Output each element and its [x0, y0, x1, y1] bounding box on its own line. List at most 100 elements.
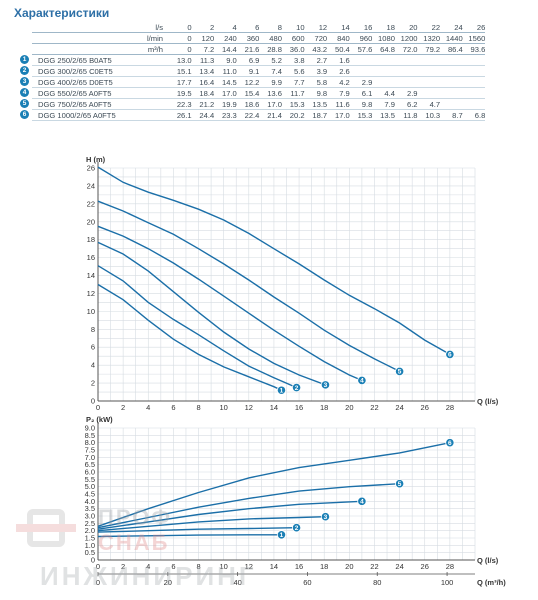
curve-badge-circle [394, 479, 405, 489]
head-value [394, 65, 418, 77]
y-axis-label: H (m) [86, 155, 106, 164]
x2-tick-label: 80 [373, 578, 381, 587]
x-tick-label: 26 [421, 403, 429, 412]
watermark-text: ПРОФ [98, 505, 172, 530]
x2-tick-label: 100 [441, 578, 454, 587]
head-value [440, 76, 463, 88]
y-tick-label: 1.0 [85, 541, 95, 550]
curve-badge-6: 6 [445, 349, 455, 359]
x-tick-label: 16 [295, 403, 303, 412]
flow-value: 2 [191, 22, 215, 33]
flow-value: 600 [281, 32, 305, 44]
flow-value: 86.4 [440, 43, 463, 55]
curve-badge-4: 4 [357, 375, 367, 385]
flow-value: 16 [349, 22, 373, 33]
head-value: 5.6 [281, 65, 305, 77]
curve-badge-label: 2 [295, 525, 299, 532]
curve-badge-3: 3 [320, 512, 331, 522]
head-value [417, 76, 441, 88]
head-value: 21.4 [259, 109, 282, 121]
y-tick-label: 8.0 [85, 438, 95, 447]
x-tick-label: 0 [96, 562, 100, 571]
unit-label: l/min [32, 32, 169, 44]
head-value: 26.1 [169, 109, 192, 121]
model-name: DGG 750/2/65 A0FT5 [38, 99, 112, 109]
head-value: 6.8 [462, 109, 486, 121]
flow-value: 1440 [440, 32, 463, 44]
y-tick-label: 10 [87, 307, 95, 316]
head-value: 19.5 [169, 87, 192, 99]
flow-value: 1200 [394, 32, 418, 44]
head-value: 19.9 [214, 98, 237, 110]
head-value: 12.2 [236, 76, 260, 88]
flow-header-row: m³/h 0 7.2 14.4 21.6 28.8 36.0 43.2 50.4 57.6 64.8… [32, 43, 486, 55]
head-value: 11.8 [394, 109, 418, 121]
head-value: 6.1 [349, 87, 373, 99]
head-value: 2.9 [349, 76, 373, 88]
x-tick-label: 22 [370, 562, 378, 571]
y-tick-label: 4.0 [85, 497, 95, 506]
head-value: 11.7 [281, 87, 305, 99]
head-value: 24.4 [191, 109, 215, 121]
watermark-cross-bar [16, 524, 76, 532]
curve-1 [97, 534, 282, 538]
flow-value: 6 [236, 22, 260, 33]
x-tick-label: 28 [446, 562, 454, 571]
flow-value: 840 [327, 32, 350, 44]
model-name: DGG 250/2/65 B0AT5 [38, 55, 112, 65]
curve-badge-label: 4 [360, 499, 364, 506]
model-name: DGG 300/2/65 C0ET5 [38, 66, 113, 76]
head-value: 3.8 [281, 54, 305, 66]
head-value [349, 54, 373, 66]
x2-tick-label: 60 [303, 578, 311, 587]
curve-2 [97, 527, 297, 533]
head-value [462, 76, 486, 88]
head-value [372, 76, 395, 88]
curve-2 [97, 265, 297, 389]
curve-badge-2: 2 [291, 523, 302, 533]
head-value [349, 65, 373, 77]
head-value: 2.7 [304, 54, 328, 66]
curve-badge-2: 2 [291, 382, 302, 393]
curve-3 [97, 516, 326, 532]
x-tick-label: 20 [345, 403, 353, 412]
head-value: 6.2 [394, 98, 418, 110]
performance-table: l/s 0 2 4 6 8 10 12 14 16 18 20 22 24 26 l/min 0 120 240 36… [20, 22, 486, 121]
flow-value: 4 [214, 22, 237, 33]
head-value: 5.2 [259, 54, 282, 66]
flow-value: 43.2 [304, 43, 328, 55]
flow-value: 21.6 [236, 43, 260, 55]
y-tick-label: 3.5 [85, 504, 95, 513]
head-value: 7.9 [372, 98, 395, 110]
head-value [372, 65, 395, 77]
x-tick-label: 18 [320, 403, 328, 412]
flow-value: 22 [417, 22, 441, 33]
y-tick-label: 4.5 [85, 490, 95, 499]
head-value: 9.1 [236, 65, 260, 77]
x-tick-label: 24 [395, 562, 403, 571]
head-value: 13.6 [259, 87, 282, 99]
flow-value: 14 [327, 22, 350, 33]
unit-label: l/s [32, 22, 169, 33]
x-tick-label: 10 [219, 403, 227, 412]
curve-badge-5: 5 [394, 479, 405, 489]
y-tick-label: 16 [87, 253, 95, 262]
x-tick-label: 22 [370, 403, 378, 412]
head-value: 1.6 [327, 54, 350, 66]
x-tick-label: 8 [196, 562, 200, 571]
y-tick-label: 9.0 [85, 424, 95, 433]
curve-6 [97, 166, 451, 356]
head-value [417, 54, 441, 66]
head-value [462, 87, 486, 99]
curve-5 [97, 200, 400, 373]
head-value: 17.0 [214, 87, 237, 99]
x-tick-label: 16 [295, 562, 303, 571]
curve-badge-circle [394, 366, 405, 377]
curve-badge-3: 3 [320, 380, 331, 390]
flow-value: 28.8 [259, 43, 282, 55]
x-tick-label: 24 [395, 403, 403, 412]
head-value: 22.4 [236, 109, 260, 121]
x-tick-label: 12 [245, 403, 253, 412]
curve-number-badge: 6 [20, 110, 29, 119]
